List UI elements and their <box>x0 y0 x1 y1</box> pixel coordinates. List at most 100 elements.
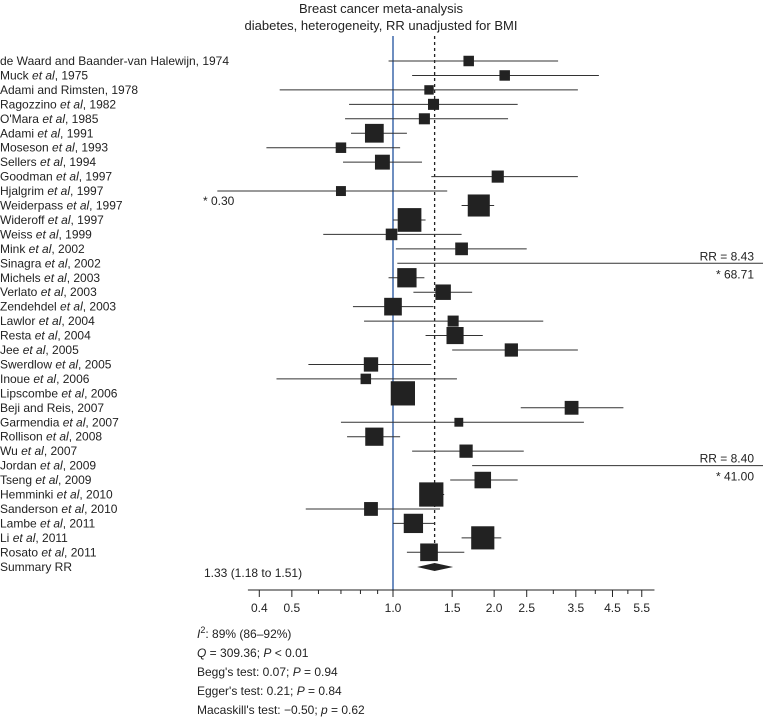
study-label: Sinagra et al, 2002 <box>0 256 101 270</box>
rr-marker <box>454 417 464 427</box>
study-label: O'Mara et al, 1985 <box>0 112 99 126</box>
study-label: Li et al, 2011 <box>0 531 68 545</box>
rr-marker <box>390 381 415 406</box>
rr-marker <box>435 284 451 300</box>
off-scale-annotation: * 41.00 <box>716 470 754 484</box>
summary-label: Summary RR <box>0 560 72 574</box>
rr-marker <box>364 123 384 143</box>
rr-marker <box>491 170 504 183</box>
rr-marker <box>420 543 438 562</box>
rr-marker <box>335 186 346 197</box>
study-label: Sellers et al, 1994 <box>0 155 96 169</box>
study-label: Wu et al, 2007 <box>0 444 78 458</box>
rr-marker <box>467 194 490 217</box>
off-scale-annotation: * 68.71 <box>716 267 754 281</box>
tick-label: 1.5 <box>444 601 461 615</box>
rr-marker <box>374 154 390 170</box>
study-label: Weiderpass et al, 1997 <box>0 199 123 213</box>
tick-label: 2.0 <box>486 601 503 615</box>
rr-marker <box>499 70 510 81</box>
off-scale-annotation: RR = 8.43 <box>700 249 755 263</box>
rr-marker <box>397 268 417 288</box>
rr-marker <box>363 357 379 372</box>
tick-label: 3.5 <box>567 601 584 615</box>
rr-marker <box>564 400 579 415</box>
stat-line: Egger's test: 0.21; P = 0.84 <box>197 684 342 698</box>
stat-line: Q = 309.36; P < 0.01 <box>197 646 309 660</box>
study-label: Zendehdel et al, 2003 <box>0 300 116 314</box>
study-label: Goodman et al, 1997 <box>0 170 112 184</box>
study-label: Resta et al, 2004 <box>0 329 91 343</box>
rr-marker <box>397 208 422 232</box>
title-line-1: Breast cancer meta-analysis <box>299 1 464 16</box>
heterogeneity-stats: I2: 89% (86–92%) Q = 309.36; P < 0.01 Begg… <box>197 625 365 717</box>
study-label: Wideroff et al, 1997 <box>0 213 104 227</box>
study-label: Hjalgrim et al, 1997 <box>0 184 104 198</box>
study-label: Moseson et al, 1993 <box>0 141 108 155</box>
off-scale-annotation: RR = 8.40 <box>700 452 755 466</box>
rr-marker <box>385 228 398 241</box>
study-label: Lawlor et al, 2004 <box>0 314 95 328</box>
rr-marker <box>419 482 444 507</box>
study-label: Swerdlow et al, 2005 <box>0 357 112 371</box>
rr-marker <box>446 327 464 345</box>
study-label: Sanderson et al, 2010 <box>0 502 118 516</box>
study-label: Weiss et al, 1999 <box>0 227 92 241</box>
study-label: Adami et al, 1991 <box>0 126 94 140</box>
stat-line: Macaskill's test: −0.50; p = 0.62 <box>197 703 365 717</box>
tick-label: 0.5 <box>284 601 301 615</box>
summary-rr: Summary RR 1.33 (1.18 to 1.51) <box>0 560 454 580</box>
x-axis: 0.4 0.5 1.0 1.5 2.0 2.5 3.5 4.5 5.5 <box>247 589 655 615</box>
stat-line: Begg's test: 0.07; P = 0.94 <box>197 665 338 679</box>
annotations: * 0.30 RR = 8.43 * 68.71 RR = 8.40 * 41.00 <box>203 194 754 484</box>
tick-label: 2.5 <box>518 601 535 615</box>
tick-label: 5.5 <box>633 601 650 615</box>
rr-marker <box>424 85 434 95</box>
rr-marker <box>365 427 384 446</box>
rr-marker <box>427 98 440 110</box>
rr-marker <box>364 502 378 516</box>
rr-markers <box>335 55 579 562</box>
study-label: Jordan et al, 2009 <box>0 459 96 473</box>
study-label: Adami and Rimsten, 1978 <box>0 83 138 97</box>
study-label: Hemminki et al, 2010 <box>0 488 113 502</box>
rr-marker <box>474 471 492 489</box>
study-label: Michels et al, 2003 <box>0 271 100 285</box>
study-label: Lambe et al, 2011 <box>0 516 96 530</box>
rr-marker <box>471 526 495 550</box>
study-label: Verlato et al, 2003 <box>0 285 97 299</box>
off-scale-annotation: * 0.30 <box>203 194 235 208</box>
study-label: Tseng et al, 2009 <box>0 473 92 487</box>
title-line-2: diabetes, heterogeneity, RR unadjusted f… <box>245 18 518 33</box>
study-label: Ragozzino et al, 1982 <box>0 97 116 111</box>
rr-marker <box>447 315 459 327</box>
study-label: Jee et al, 2005 <box>0 343 79 357</box>
study-labels: de Waard and Baander-van Halewijn, 1974M… <box>0 54 229 559</box>
study-label: Rollison et al, 2008 <box>0 430 102 444</box>
stat-line: I2: 89% (86–92%) <box>197 625 291 641</box>
tick-label: 0.4 <box>251 601 268 615</box>
tick-label: 4.5 <box>604 601 621 615</box>
study-label: Garmendia et al, 2007 <box>0 415 119 429</box>
rr-marker <box>504 343 518 357</box>
summary-diamond <box>417 563 454 571</box>
tick-label: 1.0 <box>385 601 402 615</box>
study-label: de Waard and Baander-van Halewijn, 1974 <box>0 54 229 68</box>
rr-marker <box>418 113 430 125</box>
rr-marker <box>455 242 468 256</box>
rr-marker <box>459 444 473 458</box>
study-label: Muck et al, 1975 <box>0 68 88 82</box>
chart-title: Breast cancer meta-analysis diabetes, he… <box>245 1 518 33</box>
rr-marker <box>360 373 372 385</box>
rr-marker <box>463 55 474 67</box>
rr-marker <box>335 142 347 153</box>
rr-marker <box>403 513 424 534</box>
study-label: Rosato et al, 2011 <box>0 545 97 559</box>
study-label: Inoue et al, 2006 <box>0 372 90 386</box>
study-label: Lipscombe et al, 2006 <box>0 386 118 400</box>
study-label: Mink et al, 2002 <box>0 242 85 256</box>
summary-value-label: 1.33 (1.18 to 1.51) <box>204 566 302 580</box>
rr-marker <box>384 297 402 316</box>
study-label: Beji and Reis, 2007 <box>0 401 104 415</box>
